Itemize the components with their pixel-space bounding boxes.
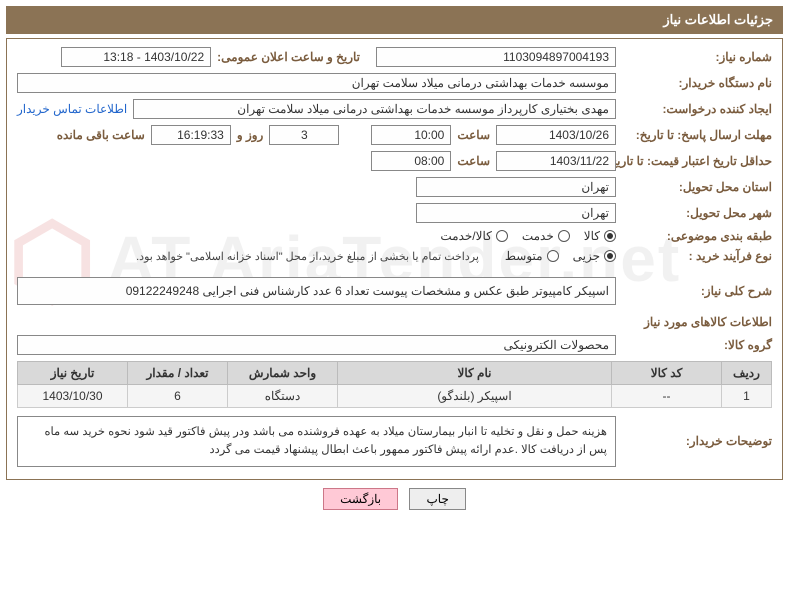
value-buyer-org: موسسه خدمات بهداشتی درمانی میلاد سلامت ت…: [17, 73, 616, 93]
label-buyer-org: نام دستگاه خریدار:: [622, 76, 772, 90]
th-unit: واحد شمارش: [228, 362, 338, 385]
radio-service-label: خدمت: [522, 229, 554, 243]
label-requester: ایجاد کننده درخواست:: [622, 102, 772, 116]
label-city: شهر محل تحویل:: [622, 206, 772, 220]
back-button[interactable]: بازگشت: [323, 488, 398, 510]
label-announce: تاریخ و ساعت اعلان عمومی:: [217, 50, 360, 64]
radio-both-label: کالا/خدمت: [440, 229, 491, 243]
value-validity-time: 08:00: [371, 151, 451, 171]
value-announce: 1403/10/22 - 13:18: [61, 47, 211, 67]
label-buyer-notes: توضیحات خریدار:: [622, 434, 772, 448]
label-need-desc: شرح کلی نیاز:: [622, 284, 772, 298]
th-qty: تعداد / مقدار: [128, 362, 228, 385]
label-group: گروه کالا:: [622, 338, 772, 352]
value-buyer-notes: هزینه حمل و نقل و تخلیه تا انبار بیمارست…: [17, 416, 616, 467]
payment-note: پرداخت تمام یا بخشی از مبلغ خرید،از محل …: [136, 250, 479, 263]
value-need-no: 1103094897004193: [376, 47, 616, 67]
label-need-no: شماره نیاز:: [622, 50, 772, 64]
value-requester: مهدی بختیاری کارپرداز موسسه خدمات بهداشت…: [133, 99, 616, 119]
radio-partial[interactable]: جزیی: [573, 249, 616, 263]
buyer-contact-link[interactable]: اطلاعات تماس خریدار: [17, 102, 127, 116]
radio-service[interactable]: خدمت: [522, 229, 570, 243]
value-deadline-time: 10:00: [371, 125, 451, 145]
value-remain-time: 16:19:33: [151, 125, 231, 145]
cell-code: --: [612, 385, 722, 408]
label-category: طبقه بندی موضوعی:: [622, 229, 772, 243]
process-radio-group: جزیی متوسط: [505, 249, 616, 263]
print-button[interactable]: چاپ: [409, 488, 465, 510]
value-province: تهران: [416, 177, 616, 197]
label-province: استان محل تحویل:: [622, 180, 772, 194]
radio-partial-label: جزیی: [573, 249, 600, 263]
th-name: نام کالا: [338, 362, 612, 385]
label-hour-2: ساعت: [457, 154, 490, 168]
radio-goods-label: کالا: [584, 229, 600, 243]
goods-info-heading: اطلاعات کالاهای مورد نیاز: [17, 315, 772, 329]
page-title: جزئیات اطلاعات نیاز: [6, 6, 783, 34]
details-panel: AT AriaTender.net شماره نیاز: 1103094897…: [6, 38, 783, 480]
radio-dot-icon: [604, 250, 616, 262]
cell-name: اسپیکر (بلندگو): [338, 385, 612, 408]
label-validity: حداقل تاریخ اعتبار قیمت: تا تاریخ:: [622, 154, 772, 168]
radio-medium[interactable]: متوسط: [505, 249, 559, 263]
value-remain-days: 3: [269, 125, 339, 145]
label-days-and: روز و: [237, 128, 264, 142]
radio-dot-icon: [558, 230, 570, 242]
radio-dot-icon: [547, 250, 559, 262]
cell-unit: دستگاه: [228, 385, 338, 408]
value-need-desc: اسپیکر کامپیوتر طبق عکس و مشخصات پیوست ت…: [17, 277, 616, 305]
value-deadline-date: 1403/10/26: [496, 125, 616, 145]
category-radio-group: کالا خدمت کالا/خدمت: [440, 229, 616, 243]
radio-medium-label: متوسط: [505, 249, 543, 263]
th-row: ردیف: [722, 362, 772, 385]
table-row: 1 -- اسپیکر (بلندگو) دستگاه 6 1403/10/30: [18, 385, 772, 408]
radio-dot-icon: [604, 230, 616, 242]
radio-goods[interactable]: کالا: [584, 229, 616, 243]
goods-table: ردیف کد کالا نام کالا واحد شمارش تعداد /…: [17, 361, 772, 408]
radio-both[interactable]: کالا/خدمت: [440, 229, 507, 243]
label-remaining: ساعت باقی مانده: [57, 128, 145, 142]
th-date: تاریخ نیاز: [18, 362, 128, 385]
radio-dot-icon: [496, 230, 508, 242]
cell-idx: 1: [722, 385, 772, 408]
label-process: نوع فرآیند خرید :: [622, 249, 772, 263]
value-city: تهران: [416, 203, 616, 223]
th-code: کد کالا: [612, 362, 722, 385]
value-group: محصولات الکترونیکی: [17, 335, 616, 355]
cell-qty: 6: [128, 385, 228, 408]
cell-date: 1403/10/30: [18, 385, 128, 408]
table-header-row: ردیف کد کالا نام کالا واحد شمارش تعداد /…: [18, 362, 772, 385]
label-deadline: مهلت ارسال پاسخ: تا تاریخ:: [622, 128, 772, 142]
label-hour-1: ساعت: [457, 128, 490, 142]
value-validity-date: 1403/11/22: [496, 151, 616, 171]
button-row: چاپ بازگشت: [6, 488, 783, 510]
